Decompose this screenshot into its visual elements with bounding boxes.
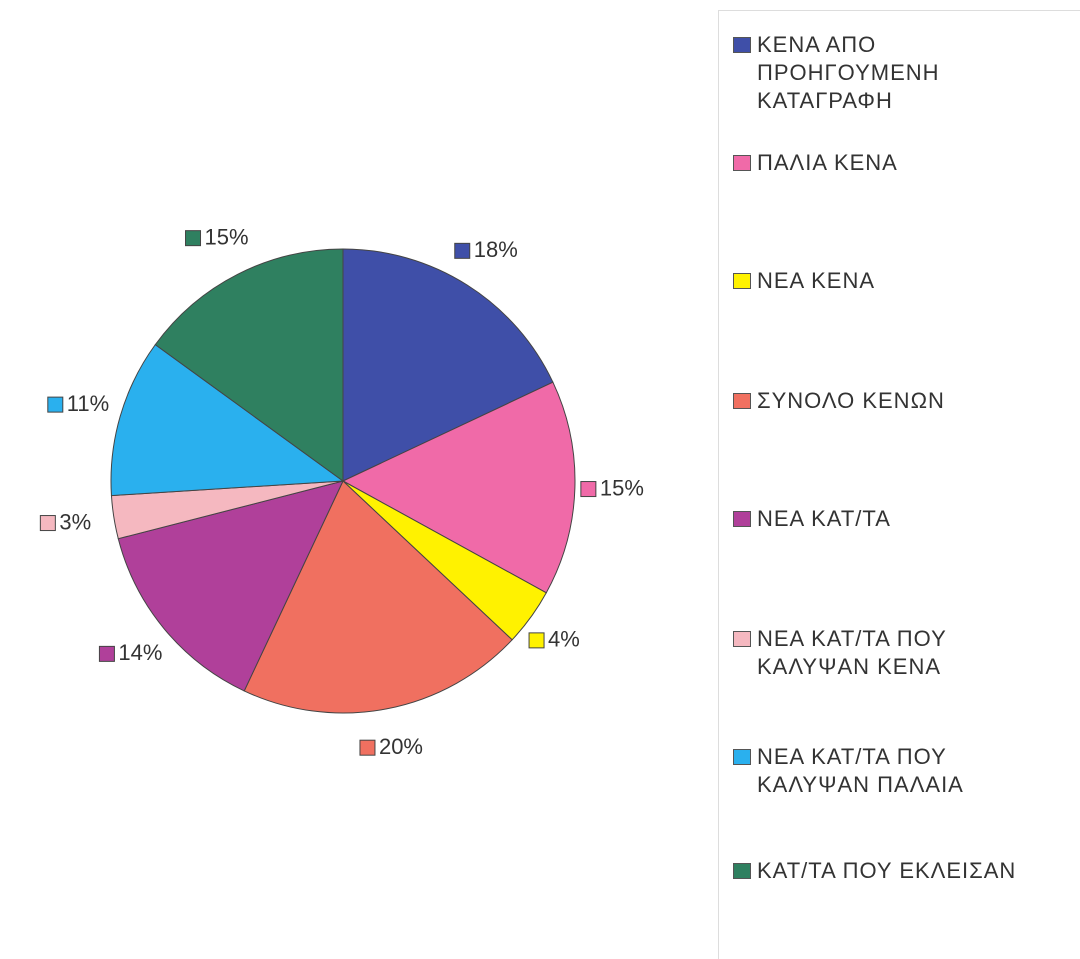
legend-swatch — [733, 273, 751, 289]
pie-chart: 18% 15% 4% 20% 14% 3% 11% 15% — [39, 224, 644, 759]
legend-label: ΝΕΑ ΚΑΤ/ΤΑ ΠΟΥ ΚΑΛΥΨΑΝ ΚΕΝΑ — [757, 626, 947, 679]
data-label: 18% — [474, 237, 518, 262]
data-label: 4% — [548, 627, 580, 652]
legend: ΚΕΝΑ ΑΠΟ ΠΡΟΗΓΟΥΜΕΝΗ ΚΑΤΑΓΡΑΦΗ ΠΑΛΙΑ ΚΕΝΑ… — [718, 10, 1080, 959]
legend-label: ΝΕΑ ΚΑΤ/ΤΑ ΠΟΥ ΚΑΛΥΨΑΝ ΠΑΛΑΙΑ — [757, 744, 964, 797]
legend-swatch — [733, 511, 751, 527]
legend-item: ΝΕΑ ΚΑΤ/ΤΑ ΠΟΥ ΚΑΛΥΨΑΝ ΚΕΝΑ — [733, 625, 1063, 681]
data-label: 3% — [59, 509, 91, 534]
data-label: 15% — [600, 475, 644, 500]
label-swatch — [528, 632, 545, 649]
data-label: 11% — [67, 391, 109, 416]
legend-swatch — [733, 863, 751, 879]
legend-swatch — [733, 393, 751, 409]
data-label: 20% — [379, 734, 423, 759]
data-label: 15% — [205, 224, 249, 249]
legend-item: ΣΥΝΟΛΟ ΚΕΝΩΝ — [733, 387, 1063, 415]
pie-slice — [243, 480, 513, 714]
pie-slice — [117, 480, 344, 692]
label-swatch — [454, 242, 471, 259]
legend-label: ΝΕΑ ΚΑΤ/ΤΑ — [757, 506, 891, 531]
label-swatch — [359, 739, 376, 756]
pie-slice — [342, 248, 554, 482]
legend-label: ΚΕΝΑ ΑΠΟ ΠΡΟΗΓΟΥΜΕΝΗ ΚΑΤΑΓΡΑΦΗ — [757, 32, 940, 113]
legend-swatch — [733, 631, 751, 647]
pie-slice — [154, 248, 344, 482]
legend-swatch — [733, 749, 751, 765]
legend-label: ΣΥΝΟΛΟ ΚΕΝΩΝ — [757, 388, 945, 413]
legend-swatch — [733, 37, 751, 53]
legend-item: ΝΕΑ ΚΕΝΑ — [733, 267, 1063, 295]
label-swatch — [580, 481, 597, 498]
data-label: 14% — [118, 640, 162, 665]
legend-label: ΝΕΑ ΚΕΝΑ — [757, 268, 876, 293]
label-swatch — [185, 230, 202, 247]
label-swatch — [47, 396, 64, 413]
pie-slice — [341, 381, 576, 594]
legend-item: ΝΕΑ ΚΑΤ/ΤΑ ΠΟΥ ΚΑΛΥΨΑΝ ΠΑΛΑΙΑ — [733, 743, 1063, 799]
legend-item: ΚΕΝΑ ΑΠΟ ΠΡΟΗΓΟΥΜΕΝΗ ΚΑΤΑΓΡΑΦΗ — [733, 31, 1063, 115]
legend-swatch — [733, 155, 751, 171]
label-swatch — [39, 515, 56, 532]
pie-slice — [110, 343, 345, 497]
legend-label: ΚΑΤ/ΤΑ ΠΟΥ ΕΚΛΕΙΣΑΝ — [757, 858, 1017, 883]
legend-item: ΠΑΛΙΑ ΚΕΝΑ — [733, 149, 1063, 177]
legend-label: ΠΑΛΙΑ ΚΕΝΑ — [757, 150, 898, 175]
legend-item: ΝΕΑ ΚΑΤ/ΤΑ — [733, 505, 1063, 533]
label-swatch — [98, 645, 115, 662]
legend-item: ΚΑΤ/ΤΑ ΠΟΥ ΕΚΛΕΙΣΑΝ — [733, 857, 1063, 885]
